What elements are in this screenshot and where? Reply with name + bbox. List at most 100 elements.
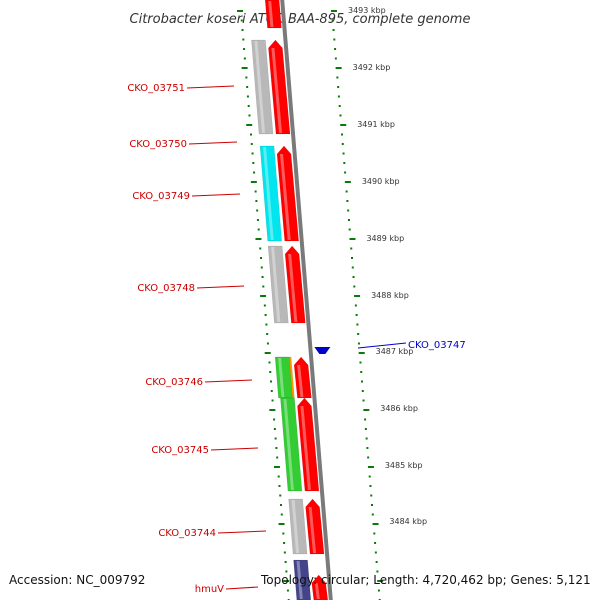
tick-mark [240, 19, 243, 22]
gene-bar-highlight [308, 507, 317, 553]
tick-mark [337, 95, 340, 98]
gene-bar [305, 498, 325, 555]
tick-mark [350, 247, 353, 250]
gene-bar [276, 145, 299, 242]
tick-mark [348, 228, 351, 231]
tick-mark [273, 418, 276, 421]
tick-mark [237, 10, 243, 12]
tick-mark [268, 361, 271, 364]
tick-mark [353, 285, 356, 288]
tick-mark [341, 133, 344, 136]
label-leader-line [188, 141, 238, 145]
tick-mark [283, 551, 286, 554]
gene-bar-highlight [314, 583, 320, 599]
tick-mark [255, 238, 262, 240]
gene-label: CKO_03749 [132, 191, 190, 202]
tick-mark [331, 10, 337, 12]
tick-mark [377, 589, 380, 592]
gene-labels: CKO_03751 CKO_03750 CKO_03749 CKO_03748 CKO_… [127, 83, 465, 595]
tick-mark [357, 333, 360, 335]
tick-mark [277, 475, 280, 478]
label-leader-line [225, 586, 259, 590]
tick-mark [259, 247, 262, 250]
gene-bar-highlight [254, 41, 266, 133]
tick-mark [261, 276, 264, 278]
tick-mark [260, 295, 267, 297]
tick-mark [349, 238, 356, 240]
tick-mark [256, 219, 259, 221]
tick-mark [370, 494, 373, 497]
tick-mark [355, 314, 358, 316]
tick-mark [331, 19, 334, 22]
tick-mark [248, 114, 251, 117]
gene-bar [267, 245, 289, 324]
tick-mark [356, 323, 359, 326]
label-leader-line [357, 342, 407, 349]
gene-bar-highlight [271, 48, 283, 133]
sequence-backbone [280, 0, 333, 600]
gene-label: CKO_03748 [137, 283, 195, 294]
tick-mark [269, 371, 272, 373]
label-leader-line [204, 379, 253, 383]
gene-label: CKO_03746 [145, 377, 203, 388]
tick-mark [253, 171, 256, 174]
tick-mark [286, 589, 289, 592]
tick-mark [276, 456, 279, 459]
tick-mark [262, 285, 265, 288]
gene-bar [284, 245, 306, 324]
tick-mark [260, 266, 263, 269]
tick-mark [266, 342, 269, 345]
feature-bars [251, 0, 331, 600]
tick-mark [270, 390, 273, 392]
tick-mark [338, 105, 341, 107]
tick-mark [245, 76, 248, 79]
tick-mark [332, 29, 335, 31]
label-leader-line [196, 285, 245, 289]
scale-label: 3489 kbp [366, 234, 404, 243]
tick-mark [351, 266, 354, 269]
gene-bar-highlight [280, 154, 291, 240]
label-leader-line [186, 85, 235, 89]
label-leader-line [217, 530, 267, 534]
accession-text: Accession: NC_009792 [9, 573, 146, 587]
tick-mark [377, 580, 384, 582]
scale-label: 3493 kbp [348, 6, 386, 15]
gene-bar-highlight [271, 247, 281, 322]
tick-mark [365, 437, 368, 440]
tick-mark [363, 409, 370, 411]
tick-mark [358, 352, 365, 354]
gene-bar-highlight [296, 561, 303, 599]
tick-mark [359, 361, 362, 364]
tick-mark [345, 190, 348, 193]
tick-mark [364, 418, 367, 421]
tick-mark [273, 466, 280, 468]
tick-mark [371, 504, 374, 506]
tick-mark [283, 580, 290, 582]
gene-bar-highlight [278, 358, 285, 397]
tick-mark [374, 551, 377, 554]
tick-mark [252, 162, 255, 164]
tick-mark [265, 323, 268, 326]
tick-mark [280, 504, 283, 506]
tick-mark [278, 523, 285, 525]
label-leader-line [191, 193, 241, 197]
tick-mark [285, 570, 288, 573]
gene-label: CKO_03750 [129, 139, 187, 150]
tick-mark [241, 67, 248, 69]
tick-mark [371, 513, 374, 516]
gene-bar-highlight [291, 500, 300, 553]
scale-label: 3488 kbp [371, 291, 409, 300]
gene-bar-highlight [300, 406, 311, 490]
gene-bar [268, 39, 291, 135]
gene-bar [311, 574, 329, 600]
tick-mark [274, 437, 277, 440]
tick-mark [273, 428, 276, 430]
tick-mark [361, 390, 364, 392]
tick-mark [257, 228, 260, 231]
tick-mark [334, 57, 337, 60]
tick-mark [333, 38, 336, 41]
scale-labels: 3493 kbp 3492 kbp 3491 kbp 3490 kbp 3489 kbp… [348, 6, 427, 526]
scale-label: 3487 kbp [376, 347, 414, 356]
tick-mark [250, 143, 253, 145]
